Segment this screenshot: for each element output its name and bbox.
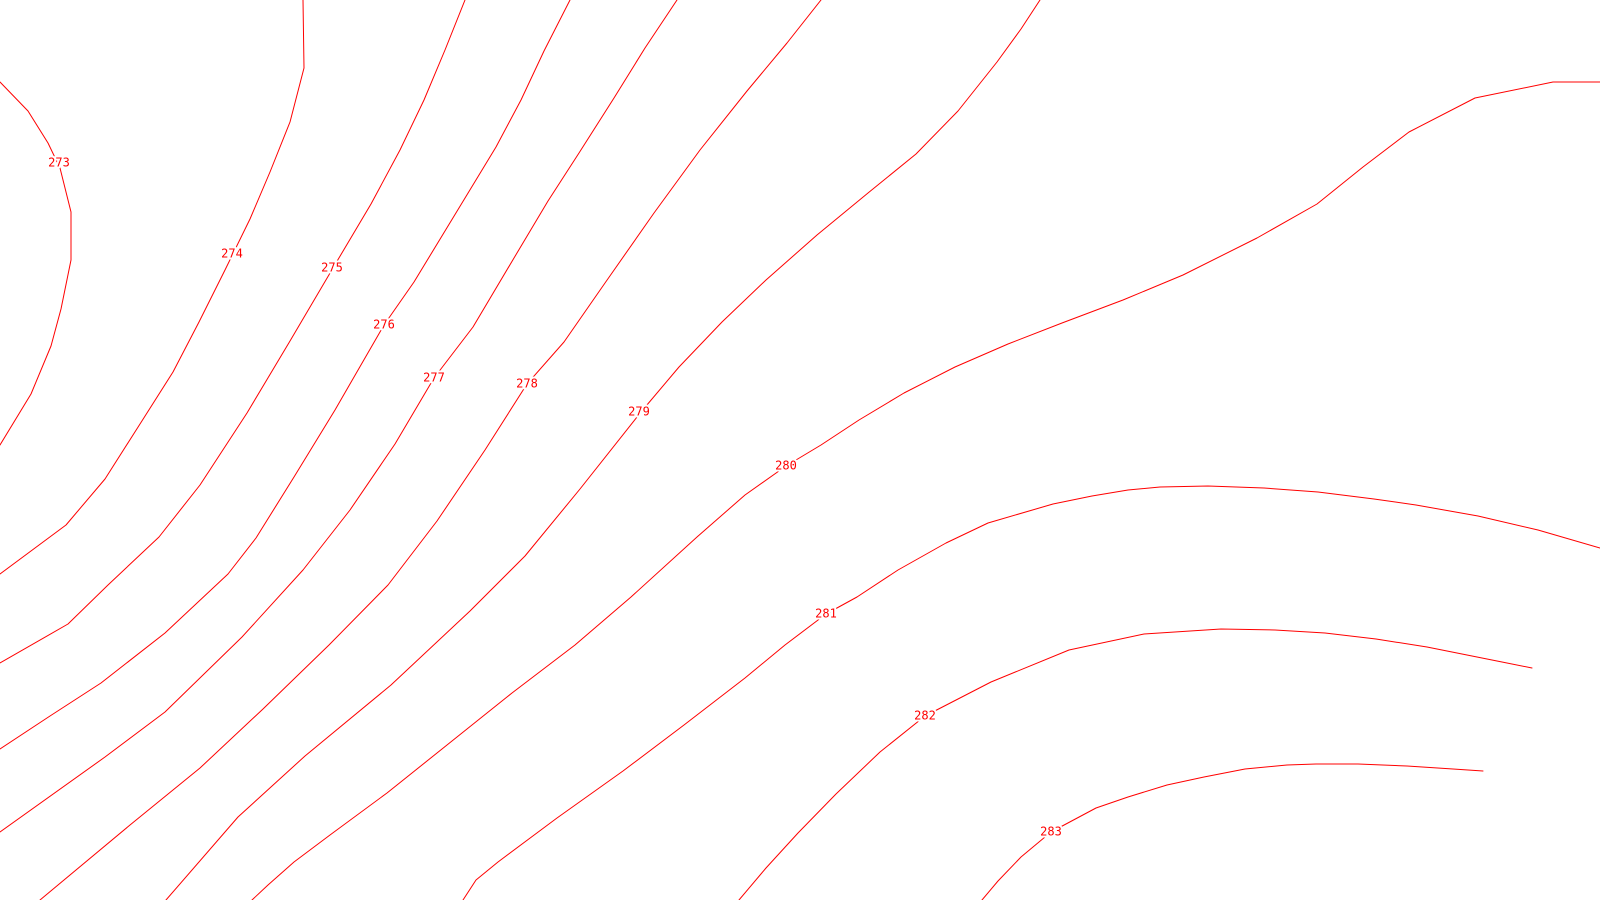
contour-label-283: 283 [1040, 825, 1062, 839]
contour-line-282 [738, 628, 1533, 900]
contour-label-282: 282 [914, 709, 936, 723]
contour-label-279: 279 [628, 405, 650, 419]
contour-line-277 [0, 0, 678, 833]
contour-line-278 [39, 0, 822, 900]
contour-label-276: 276 [373, 318, 395, 332]
contour-label-278: 278 [516, 377, 538, 391]
contour-line-276 [0, 0, 571, 750]
contour-label-277: 277 [423, 371, 445, 385]
contour-label-281: 281 [815, 607, 837, 621]
contour-line-273 [0, 81, 72, 446]
contour-line-275 [0, 0, 466, 664]
contour-line-283 [981, 763, 1484, 900]
contour-line-280 [251, 81, 1600, 900]
contour-line-279 [165, 0, 1041, 900]
contour-line-274 [0, 0, 305, 575]
contour-label-layer: 273 274 275 276 277 278 279 280 281 282 283 [46, 154, 1064, 841]
contour-label-273: 273 [48, 156, 70, 170]
contour-label-274: 274 [221, 247, 243, 261]
contour-line-281 [462, 485, 1600, 900]
contour-label-275: 275 [321, 261, 343, 275]
contour-label-280: 280 [775, 459, 797, 473]
